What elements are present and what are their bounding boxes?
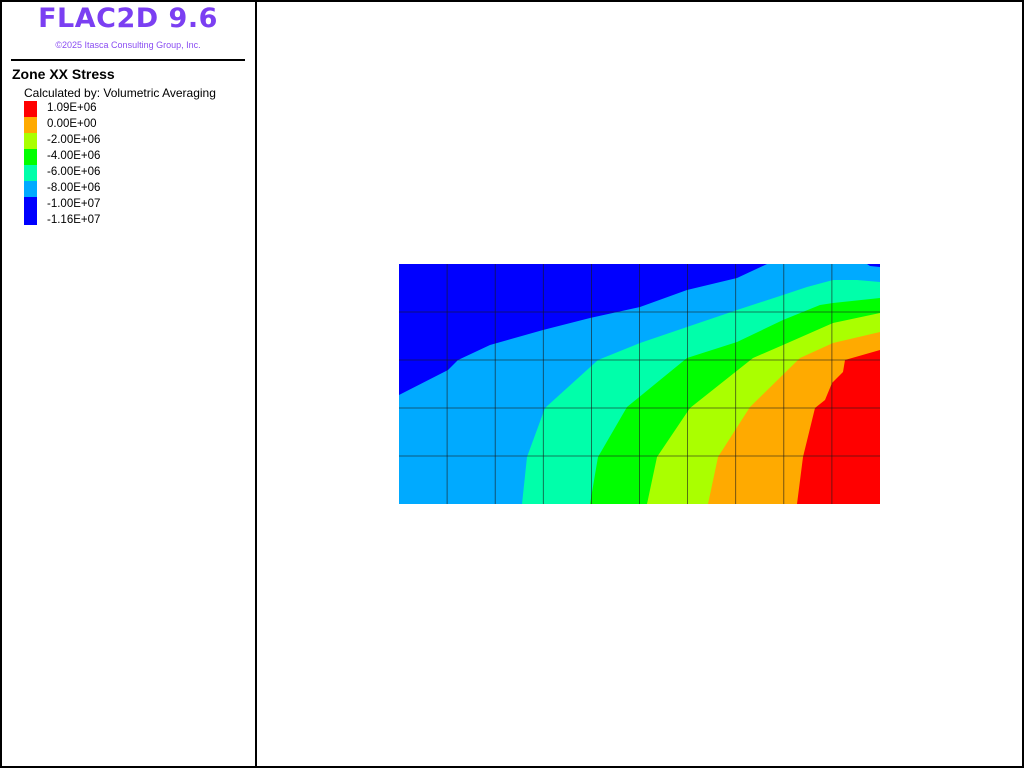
legend-label: -1.16E+07 — [47, 214, 101, 226]
legend-label: -1.00E+07 — [47, 198, 101, 210]
legend-swatch — [24, 213, 37, 225]
legend-swatch — [24, 101, 37, 117]
legend-label: 1.09E+06 — [47, 102, 97, 114]
legend-swatch — [24, 165, 37, 181]
legend-swatch — [24, 149, 37, 165]
calculated-by-label: Calculated by: Volumetric Averaging — [24, 86, 216, 100]
legend-swatch — [24, 133, 37, 149]
legend-label: -8.00E+06 — [47, 182, 101, 194]
divider — [11, 59, 245, 61]
zone-grid — [399, 264, 880, 504]
legend-label: -4.00E+06 — [47, 150, 101, 162]
legend-swatch — [24, 181, 37, 197]
legend-swatch — [24, 197, 37, 213]
band-blue-corner — [867, 264, 880, 267]
legend-label: -2.00E+06 — [47, 134, 101, 146]
legend-label: -6.00E+06 — [47, 166, 101, 178]
plot-title: Zone XX Stress — [12, 66, 115, 82]
legend-panel: FLAC2D 9.6 ©2025 Itasca Consulting Group… — [0, 0, 257, 766]
app-title: FLAC2D 9.6 — [38, 3, 218, 34]
copyright: ©2025 Itasca Consulting Group, Inc. — [55, 40, 201, 50]
legend-swatch — [24, 117, 37, 133]
legend-label: 0.00E+00 — [47, 118, 97, 130]
band-red — [797, 350, 880, 504]
